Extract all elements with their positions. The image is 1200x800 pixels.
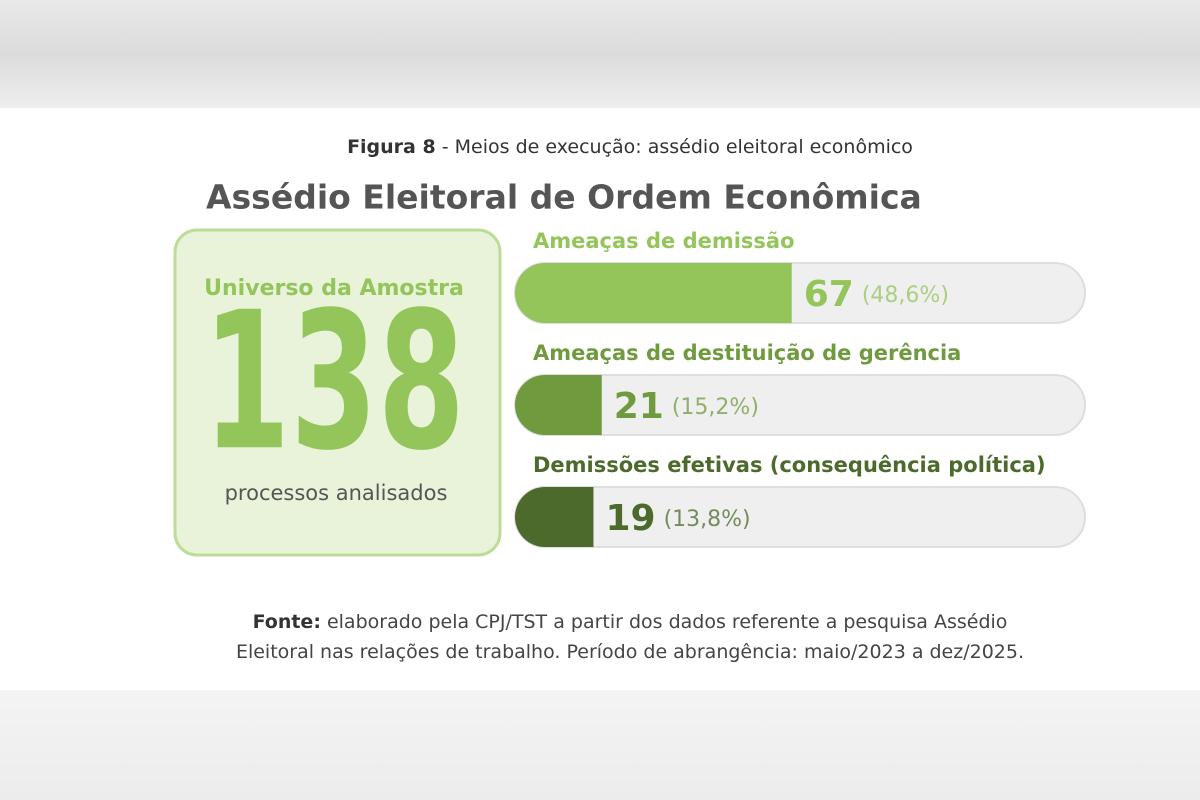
figure-heading: Figura 8 - Meios de execução: assédio el… — [347, 136, 913, 158]
blurred-header — [0, 0, 1200, 108]
source-label: Fonte: — [252, 611, 321, 633]
value-label: 21 (15,2%) — [614, 386, 759, 427]
category-label: Ameaças de destituição de gerência — [533, 341, 961, 365]
category-label: Ameaças de demissão — [533, 229, 795, 253]
sample-total: 138 — [203, 271, 465, 492]
chart-title: Assédio Eleitoral de Ordem Econômica — [206, 178, 922, 217]
source-text: elaborado pela CPJ/TST a partir dos dado… — [235, 611, 1025, 663]
bar — [515, 375, 602, 435]
blurred-footer — [0, 690, 1200, 800]
value-number: 21 — [614, 386, 664, 427]
figure-label: Figura 8 — [347, 136, 436, 158]
category-label: Demissões efetivas (consequência polític… — [533, 453, 1046, 477]
value-label: 19 (13,8%) — [605, 498, 750, 539]
value-share: (15,2%) — [672, 395, 759, 420]
value-share: (48,6%) — [862, 283, 949, 308]
bar-track — [514, 486, 1086, 548]
sample-label: Universo da Amostra — [204, 276, 464, 301]
sample-caption: processos analisados — [225, 481, 448, 505]
bars: Ameaças de demissão 67 (48,6%) Ameaças de d… — [514, 229, 1086, 548]
figure-caption: - Meios de execução: assédio eleitoral e… — [442, 136, 913, 158]
value-label: 67 (48,6%) — [804, 274, 949, 315]
bar — [515, 487, 594, 547]
source-note: Fonte: elaborado pela CPJ/TST a partir d… — [220, 607, 1040, 667]
value-number: 19 — [605, 498, 655, 539]
sample-box — [173, 228, 502, 557]
value-number: 67 — [804, 274, 854, 315]
value-share: (13,8%) — [664, 507, 751, 532]
bar — [515, 263, 792, 323]
